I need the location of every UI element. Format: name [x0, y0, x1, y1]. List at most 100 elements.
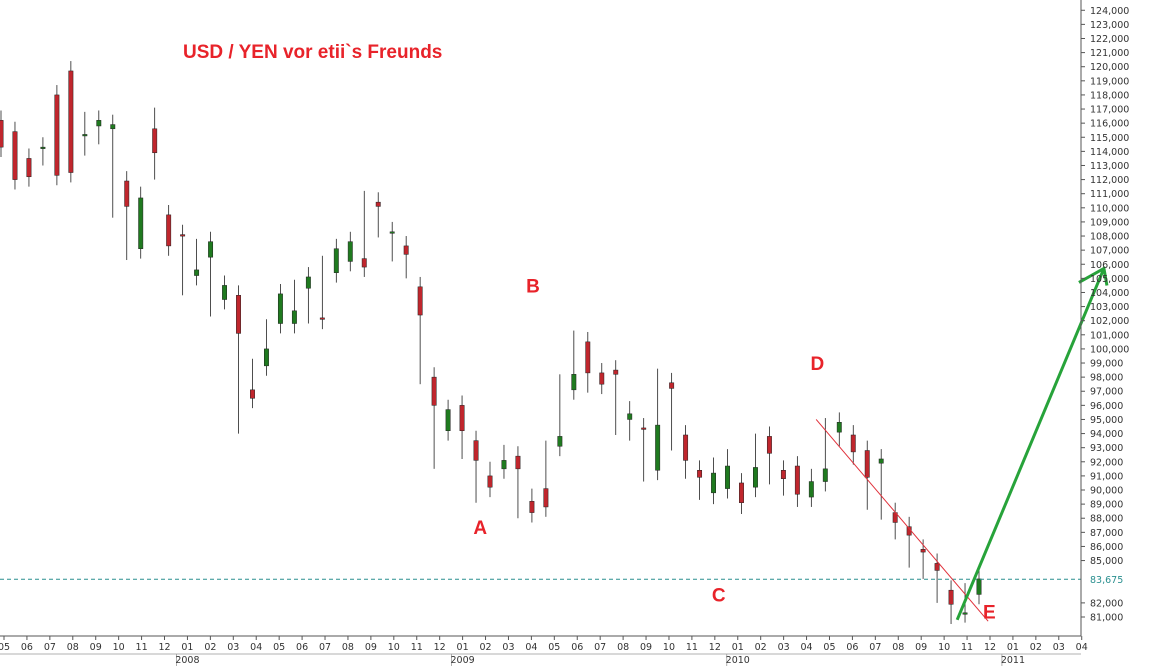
x-tick-label: 11 — [136, 642, 148, 653]
y-tick-label: 95,000 — [1090, 415, 1123, 426]
x-tick-label: 10 — [388, 642, 400, 653]
candle-down — [152, 128, 158, 154]
candle-down — [934, 563, 940, 571]
year-label: 2009 — [451, 655, 475, 666]
y-tick-label: 100,000 — [1090, 344, 1129, 355]
x-tick-label: 10 — [663, 642, 675, 653]
x-tick-label: 11 — [411, 642, 423, 653]
y-tick-label: 86,000 — [1090, 542, 1123, 553]
candle-down — [236, 295, 241, 334]
x-tick-label: 08 — [67, 642, 79, 653]
x-tick-label: 01 — [732, 642, 744, 653]
y-tick-label: 92,000 — [1090, 457, 1123, 468]
candle-up — [808, 481, 814, 498]
x-tick-label: 12 — [709, 642, 721, 653]
candle-up — [962, 612, 968, 615]
y-tick-label: 123,000 — [1090, 20, 1129, 31]
y-tick-label: 82,000 — [1090, 598, 1123, 609]
x-tick-label: 01 — [1007, 642, 1019, 653]
current-price-label: 83,675 — [1090, 575, 1123, 586]
y-tick-label: 93,000 — [1090, 443, 1123, 454]
candle-up — [655, 424, 661, 471]
candle-up — [836, 422, 842, 433]
x-tick-label: 05 — [273, 642, 285, 653]
x-tick-label: 12 — [158, 642, 170, 653]
candle-down — [124, 180, 130, 207]
x-tick-label: 03 — [227, 642, 239, 653]
candle-down — [319, 317, 325, 320]
x-tick-label: 07 — [44, 642, 56, 653]
y-tick-label: 81,000 — [1090, 613, 1123, 624]
candle-up — [96, 120, 102, 127]
candle-down — [361, 258, 367, 268]
candle-up — [571, 374, 577, 391]
y-tick-label: 99,000 — [1090, 359, 1123, 370]
candle-down — [599, 372, 605, 385]
x-tick-label: 05 — [548, 642, 560, 653]
candle-down — [920, 549, 926, 553]
y-tick-label: 116,000 — [1090, 119, 1129, 130]
x-tick-label: 06 — [846, 642, 858, 653]
y-tick-label: 98,000 — [1090, 373, 1123, 384]
candle-up — [82, 134, 88, 137]
candle-up — [822, 468, 828, 482]
y-tick-label: 104,000 — [1090, 288, 1129, 299]
downtrend-line — [815, 419, 989, 622]
candle-down — [12, 131, 18, 180]
candle-down — [669, 382, 675, 389]
candle-down — [529, 501, 535, 513]
wave-label-e: E — [983, 602, 996, 623]
candle-up — [389, 231, 395, 234]
y-tick-label: 111,000 — [1090, 189, 1129, 200]
candle-down — [487, 475, 493, 488]
candle-up — [194, 269, 200, 276]
candle-up — [291, 310, 297, 324]
candle-down — [26, 158, 32, 178]
candle-down — [948, 589, 954, 605]
y-tick-label: 110,000 — [1090, 203, 1129, 214]
wave-label-a: A — [473, 518, 487, 539]
candle-down — [613, 369, 619, 375]
y-tick-label: 117,000 — [1090, 105, 1129, 116]
candle-down — [850, 434, 856, 453]
y-tick-label: 90,000 — [1090, 486, 1123, 497]
candle-down — [766, 436, 772, 454]
x-tick-label: 04 — [525, 642, 537, 653]
x-axis: 05 06 07 08 09 10 11 12 01 02 03 04 05 06 07 08 09 10 11 12… — [0, 635, 1088, 666]
x-tick-label: 06 — [571, 642, 583, 653]
candle-down — [459, 405, 465, 431]
y-tick-label: 124,000 — [1090, 6, 1129, 17]
y-tick-label: 120,000 — [1090, 62, 1129, 73]
current-price-bg — [1082, 573, 1144, 586]
year-label: 2011 — [1001, 655, 1025, 666]
x-tick-label: 03 — [778, 642, 790, 653]
candle-down — [697, 470, 703, 478]
y-tick-label: 101,000 — [1090, 330, 1129, 341]
candle-up — [878, 458, 884, 464]
candle-down — [54, 94, 60, 176]
y-tick-label: 89,000 — [1090, 500, 1123, 511]
x-tick-label: 03 — [1053, 642, 1065, 653]
x-tick-label: 07 — [869, 642, 881, 653]
candle-down — [403, 245, 409, 255]
x-tick-label: 06 — [21, 642, 33, 653]
candle-up — [333, 248, 339, 273]
candle-down — [515, 455, 521, 470]
candle-up — [222, 285, 227, 300]
x-tick-label: 02 — [479, 642, 491, 653]
x-tick-label: 12 — [984, 642, 996, 653]
x-tick-label: 09 — [640, 642, 652, 653]
candle-down — [794, 465, 800, 495]
candle-up — [753, 467, 758, 488]
candle-down — [166, 214, 172, 247]
chart-overlays: A B C D E — [0, 266, 1109, 623]
projection-arrow-head — [1078, 266, 1109, 286]
y-tick-label: 105,000 — [1090, 274, 1129, 285]
x-tick-label: 02 — [755, 642, 767, 653]
y-tick-label: 107,000 — [1090, 246, 1129, 257]
y-tick-label: 119,000 — [1090, 76, 1129, 87]
x-tick-label: 11 — [961, 642, 973, 653]
candle-up — [711, 472, 716, 494]
y-tick-label: 103,000 — [1090, 302, 1129, 313]
